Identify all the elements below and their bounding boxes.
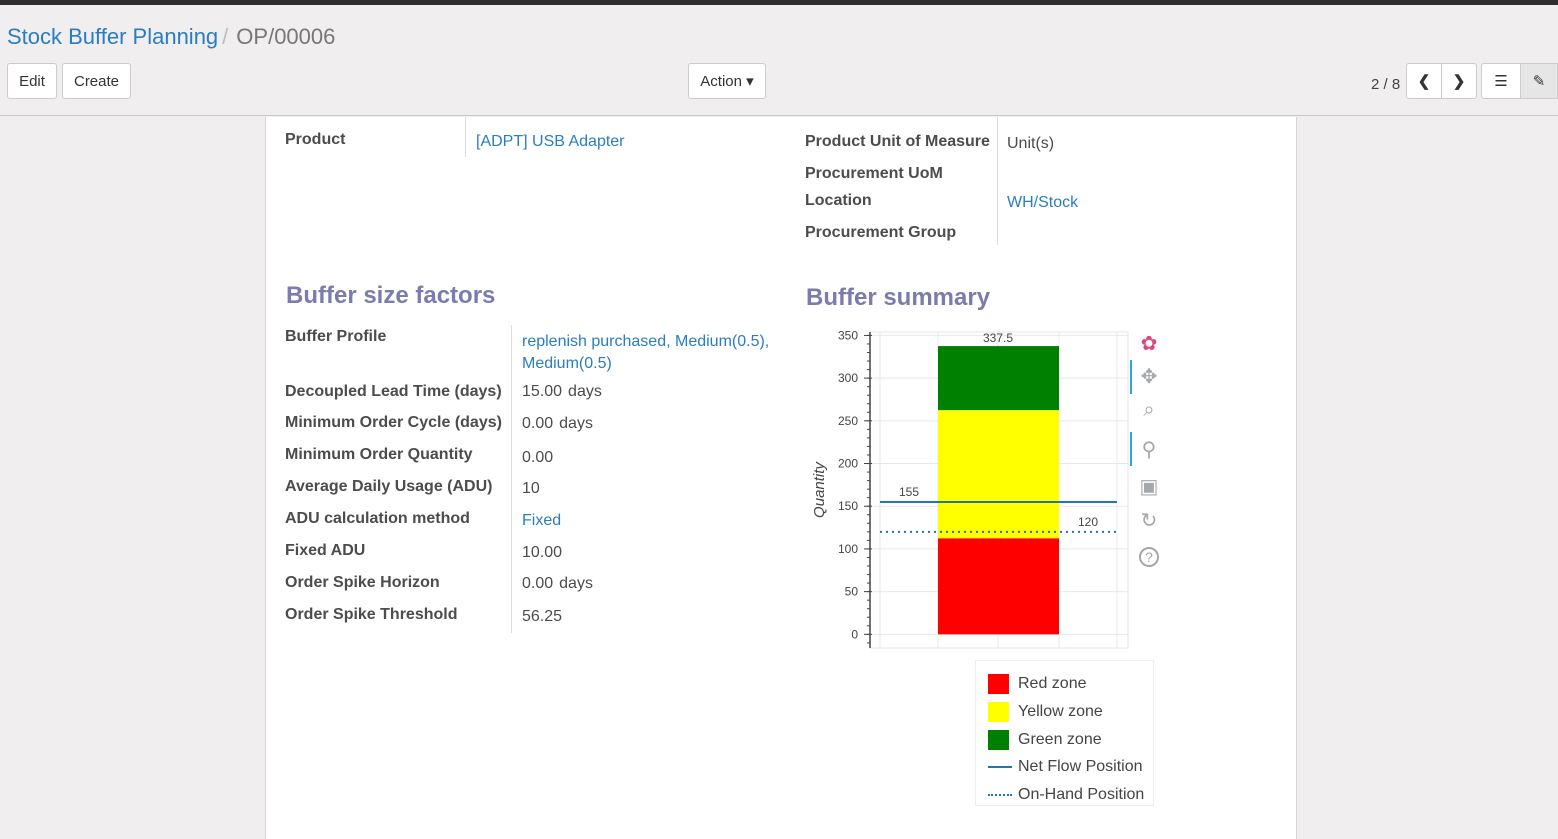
chart-legend: Red zone Yellow zone Green zone Net Flow Po…: [975, 660, 1154, 806]
factor-value-row: 10.00: [522, 544, 562, 562]
factor-label: Order Spike Horizon: [285, 574, 440, 591]
location-link[interactable]: WH/Stock: [1007, 194, 1079, 211]
legend-label: Yellow zone: [1018, 703, 1103, 720]
y-axis-label: Quantity: [811, 461, 828, 518]
y-tick-label: 250: [838, 414, 858, 428]
zone-bar-red-zone: [938, 538, 1059, 635]
zone-bar-yellow-zone: [938, 410, 1059, 539]
factor-value-row: Fixed: [522, 512, 561, 530]
divider: [511, 325, 512, 633]
factor-label: Fixed ADU: [285, 542, 366, 559]
legend-swatch: [988, 674, 1009, 694]
legend-item: Green zone: [988, 730, 1102, 750]
factor-value: 15.00: [522, 383, 563, 400]
legend-label: Net Flow Position: [1018, 758, 1143, 775]
y-tick-label: 200: [838, 457, 858, 471]
y-tick-label: 350: [838, 328, 858, 342]
factor-value[interactable]: Fixed: [522, 512, 562, 529]
box-zoom-icon[interactable]: ⌕: [1143, 398, 1155, 421]
zone-bar-green-zone: [938, 346, 1059, 411]
edit-icon[interactable]: ✎: [1520, 63, 1558, 99]
control-panel: Stock Buffer Planning / OP/00006: [0, 5, 1558, 116]
factor-unit: days: [559, 575, 593, 592]
legend-swatch: [988, 730, 1009, 750]
summary-title: Buffer summary: [806, 284, 991, 311]
active-tool-indicator: [1130, 432, 1132, 466]
y-tick-label: 100: [838, 542, 858, 556]
factor-label: ADU calculation method: [285, 510, 470, 527]
active-tool-indicator: [1130, 360, 1132, 394]
buffer-chart: 050100150200250300350Quantity112.5262.53…: [811, 328, 1129, 649]
wheel-zoom-icon[interactable]: ⚲: [1141, 438, 1157, 461]
factor-value-row: replenish purchased, Medium(0.5), Medium…: [522, 331, 772, 375]
line-label: 120: [1078, 515, 1098, 529]
factor-value-row: 0.00 days: [522, 415, 593, 433]
chevron-left-icon[interactable]: ❮: [1406, 63, 1442, 99]
legend-item: On-Hand Position: [988, 786, 1144, 804]
factor-value: 0.00: [522, 449, 554, 466]
factor-label: Buffer Profile: [285, 328, 387, 345]
factor-value: 0.00: [522, 575, 554, 592]
legend-item: Net Flow Position: [988, 758, 1143, 776]
breadcrumb-current: OP/00006: [236, 24, 336, 49]
legend-swatch: [988, 766, 1012, 768]
pan-icon[interactable]: ✥: [1140, 365, 1158, 388]
action-dropdown[interactable]: Action ▾: [688, 63, 766, 99]
factor-value-row: 10: [522, 480, 540, 498]
uom-value: Unit(s): [1007, 135, 1055, 152]
divider: [465, 117, 466, 157]
uom-label: Product Unit of Measure: [805, 133, 990, 150]
factor-label: Decoupled Lead Time (days): [285, 383, 502, 400]
create-button[interactable]: Create: [62, 63, 131, 99]
zone-label: 337.5: [983, 331, 1013, 345]
factor-value: 56.25: [522, 608, 563, 625]
legend-swatch: [988, 794, 1012, 796]
edit-button[interactable]: Edit: [7, 63, 57, 99]
factor-value[interactable]: replenish purchased, Medium(0.5), Medium…: [522, 333, 770, 372]
y-tick-label: 150: [838, 499, 858, 513]
legend-label: Red zone: [1018, 675, 1087, 692]
save-icon[interactable]: ▣: [1139, 475, 1159, 498]
chevron-right-icon[interactable]: ❯: [1441, 63, 1477, 99]
pager-value: 2 / 8: [1371, 76, 1401, 93]
y-tick-label: 300: [838, 371, 858, 385]
legend-item: Red zone: [988, 674, 1087, 694]
y-tick-label: 50: [845, 585, 859, 599]
product-link[interactable]: [ADPT] USB Adapter: [476, 133, 625, 150]
legend-label: Green zone: [1018, 731, 1102, 748]
y-tick-label: 0: [851, 627, 858, 641]
factor-label: Order Spike Threshold: [285, 606, 458, 623]
breadcrumb-parent[interactable]: Stock Buffer Planning: [7, 24, 219, 49]
factor-value: 10.00: [522, 544, 563, 561]
line-label: 155: [899, 485, 919, 499]
factor-value-row: 0.00 days: [522, 575, 593, 593]
top-navbar: [0, 0, 1558, 5]
proc-uom-label: Procurement UoM: [805, 165, 943, 182]
bokeh-logo-icon[interactable]: ✿: [1140, 332, 1158, 355]
factors-title: Buffer size factors: [286, 282, 496, 309]
legend-item: Yellow zone: [988, 702, 1103, 722]
factor-unit: days: [568, 383, 602, 400]
factor-unit: days: [559, 415, 593, 432]
factor-value-row: 15.00 days: [522, 383, 602, 401]
divider: [997, 117, 998, 245]
factor-value: 0.00: [522, 415, 554, 432]
factor-value: 10: [522, 480, 540, 497]
proc-group-label: Procurement Group: [805, 224, 957, 241]
breadcrumb: Stock Buffer Planning / OP/00006: [7, 24, 335, 50]
factor-label: Minimum Order Cycle (days): [285, 414, 502, 431]
product-label: Product: [285, 131, 346, 148]
location-label: Location: [805, 192, 872, 209]
factor-value-row: 56.25: [522, 608, 562, 626]
list-icon[interactable]: ☰: [1481, 63, 1521, 99]
legend-swatch: [988, 702, 1009, 722]
legend-label: On-Hand Position: [1018, 786, 1145, 803]
reset-icon[interactable]: ↻: [1140, 509, 1158, 532]
factor-label: Minimum Order Quantity: [285, 446, 473, 463]
factor-value-row: 0.00: [522, 449, 553, 467]
help-icon[interactable]: ?: [1139, 547, 1159, 567]
breadcrumb-separator: /: [222, 24, 229, 49]
factor-label: Average Daily Usage (ADU): [285, 478, 493, 495]
